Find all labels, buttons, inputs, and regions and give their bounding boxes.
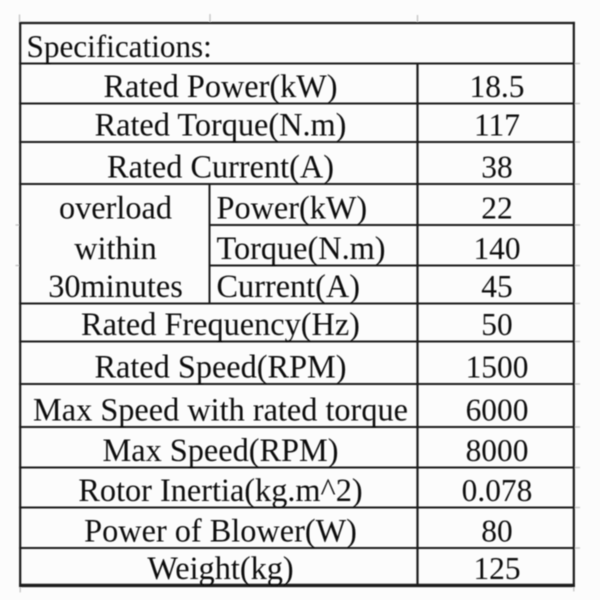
svg-text:6000: 6000 (466, 393, 529, 428)
svg-text:Weight(kg): Weight(kg) (147, 550, 293, 586)
svg-text:30minutes: 30minutes (48, 268, 183, 304)
svg-text:Rated Speed(RPM): Rated Speed(RPM) (94, 349, 346, 385)
svg-text:8000: 8000 (466, 433, 529, 468)
svg-text:140: 140 (473, 231, 520, 266)
svg-text:45: 45 (481, 269, 512, 304)
svg-text:50: 50 (481, 307, 512, 342)
svg-text:22: 22 (481, 191, 512, 226)
svg-text:Rated Frequency(Hz): Rated Frequency(Hz) (81, 306, 360, 342)
svg-text:Torque(N.m): Torque(N.m) (217, 230, 386, 266)
svg-text:Max Speed with rated torque: Max Speed with rated torque (33, 392, 408, 428)
svg-text:117: 117 (474, 108, 520, 143)
svg-text:overload: overload (59, 190, 172, 226)
svg-text:Current(A): Current(A) (217, 268, 361, 304)
svg-text:Rotor Inertia(kg.m^2): Rotor Inertia(kg.m^2) (78, 472, 362, 508)
svg-text:0.078: 0.078 (462, 473, 533, 508)
svg-text:80: 80 (481, 514, 512, 549)
svg-text:1500: 1500 (466, 350, 529, 385)
svg-text:38: 38 (481, 150, 512, 185)
svg-text:Specifications:: Specifications: (27, 29, 212, 64)
svg-text:Power(kW): Power(kW) (217, 190, 368, 226)
svg-text:Power of Blower(W): Power of Blower(W) (84, 513, 357, 549)
svg-text:Rated Power(kW): Rated Power(kW) (103, 68, 337, 104)
svg-text:within: within (74, 230, 157, 266)
svg-text:125: 125 (473, 551, 520, 586)
svg-text:Max Speed(RPM): Max Speed(RPM) (103, 432, 339, 468)
svg-text:Rated Current(A): Rated Current(A) (107, 149, 334, 185)
svg-text:Rated Torque(N.m): Rated Torque(N.m) (95, 107, 347, 143)
svg-text:18.5: 18.5 (470, 69, 525, 104)
